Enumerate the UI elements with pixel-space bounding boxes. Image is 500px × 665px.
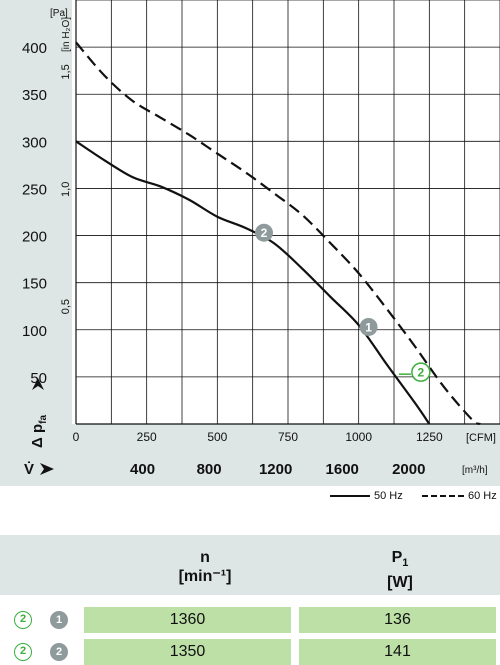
legend-item-50hz: 50 Hz [330,490,403,502]
marker-label: 2 [261,226,268,240]
x-unit-cfm: [CFM] [466,432,496,444]
x-tick-label-m3h: 1200 [259,461,292,478]
col-p-label-wrap: P1 [345,548,455,573]
row-badge-outline: 2 [14,611,32,629]
col-p-unit: [W] [387,574,413,592]
row-badge-filled: 2 [50,643,68,661]
col-n-label: n [200,549,210,566]
plot-area [72,0,500,424]
row-badge-outline: 2 [14,643,32,661]
y-symbol-sub: fa [38,415,49,424]
table-row: 2 1 1360 136 [0,607,500,633]
y-unit-left: [Pa] [50,8,68,19]
legend-solid-line [330,495,370,497]
col-p-label: P [391,549,403,566]
grid-lines [75,0,500,425]
row-n-value: 1350 [84,639,291,665]
table-header: n [min⁻¹] P1 [W] [0,535,500,595]
legend-label-50hz: 50 Hz [374,490,403,502]
x-tick-label-m3h: 1600 [326,461,359,478]
legend-label-60hz: 60 Hz [468,490,497,502]
y-symbol: Δ p [29,424,46,448]
col-n-header: n [min⁻¹] [150,548,260,586]
y-tick-label: 250 [22,181,47,198]
y-tick-label: 150 [22,276,47,293]
bottom-axis-band [0,424,500,486]
y-tick-label: 100 [22,323,47,340]
operating-point-marker: 1 [359,317,378,336]
x-tick-label-cfm: 750 [278,430,298,444]
col-p-header: P1 [W] [345,548,455,592]
row-p-value: 136 [299,607,496,633]
legend-dashed-line [422,495,464,497]
row-n-value: 1360 [84,607,291,633]
left-axis-panel [0,0,72,486]
col-p-sub: 1 [402,557,409,570]
curve-60hz [75,41,481,426]
x-unit-m3h: [m³/h] [462,465,488,476]
x-axis-symbol: V̇ [24,461,54,478]
tick-labels: 400 350 300 250 200 150 100 50 1,5 1,0 0,5 0 250 500 7… [22,40,496,478]
y-tick-label-inh2o: 0,5 [60,299,72,314]
marker-circle [411,362,431,382]
svg-text:Δ pfa: Δ pfa [29,415,49,448]
y-tick-label: 200 [22,229,47,246]
y-tick-label: 300 [22,134,47,151]
marker-circle [359,317,378,336]
x-tick-label-cfm: 250 [137,430,157,444]
x-tick-label-m3h: 400 [130,461,155,478]
markers: 2 1 2 [254,223,431,382]
y-tick-label-inh2o: 1,0 [60,182,72,197]
operating-point-outline-marker: 2 [398,362,431,382]
y-axis-symbol: Δ pfa [29,378,49,448]
y-tick-label: 350 [22,87,47,104]
operating-point-marker: 2 [254,223,273,242]
x-tick-label-cfm: 500 [207,430,227,444]
marker-label: 2 [418,366,425,380]
x-tick-label-m3h: 2000 [392,461,425,478]
legend-item-60hz: 60 Hz [422,490,497,502]
row-badge-filled: 1 [50,611,68,629]
y-tick-label: 400 [22,40,47,57]
y-tick-label-inh2o: 1,5 [60,64,72,79]
marker-label: 1 [365,320,372,334]
x-tick-label-m3h: 800 [197,461,222,478]
x-tick-label-cfm: 1000 [345,430,372,444]
legend: 50 Hz 60 Hz [330,490,500,504]
col-n-unit: [min⁻¹] [178,568,232,585]
y-tick-label: 50 [30,370,47,387]
x-tick-label-cfm: 1250 [416,430,443,444]
x-tick-label-cfm: 0 [73,430,80,444]
fan-curve-chart: 400 350 300 250 200 150 100 50 1,5 1,0 0,5 0 250 500 7… [0,0,500,486]
table-row: 2 2 1350 141 [0,639,500,665]
svg-text:V̇: V̇ [24,461,34,478]
y-unit-right: [in H₂O] [61,17,72,52]
marker-circle [254,223,273,242]
row-p-value: 141 [299,639,496,665]
